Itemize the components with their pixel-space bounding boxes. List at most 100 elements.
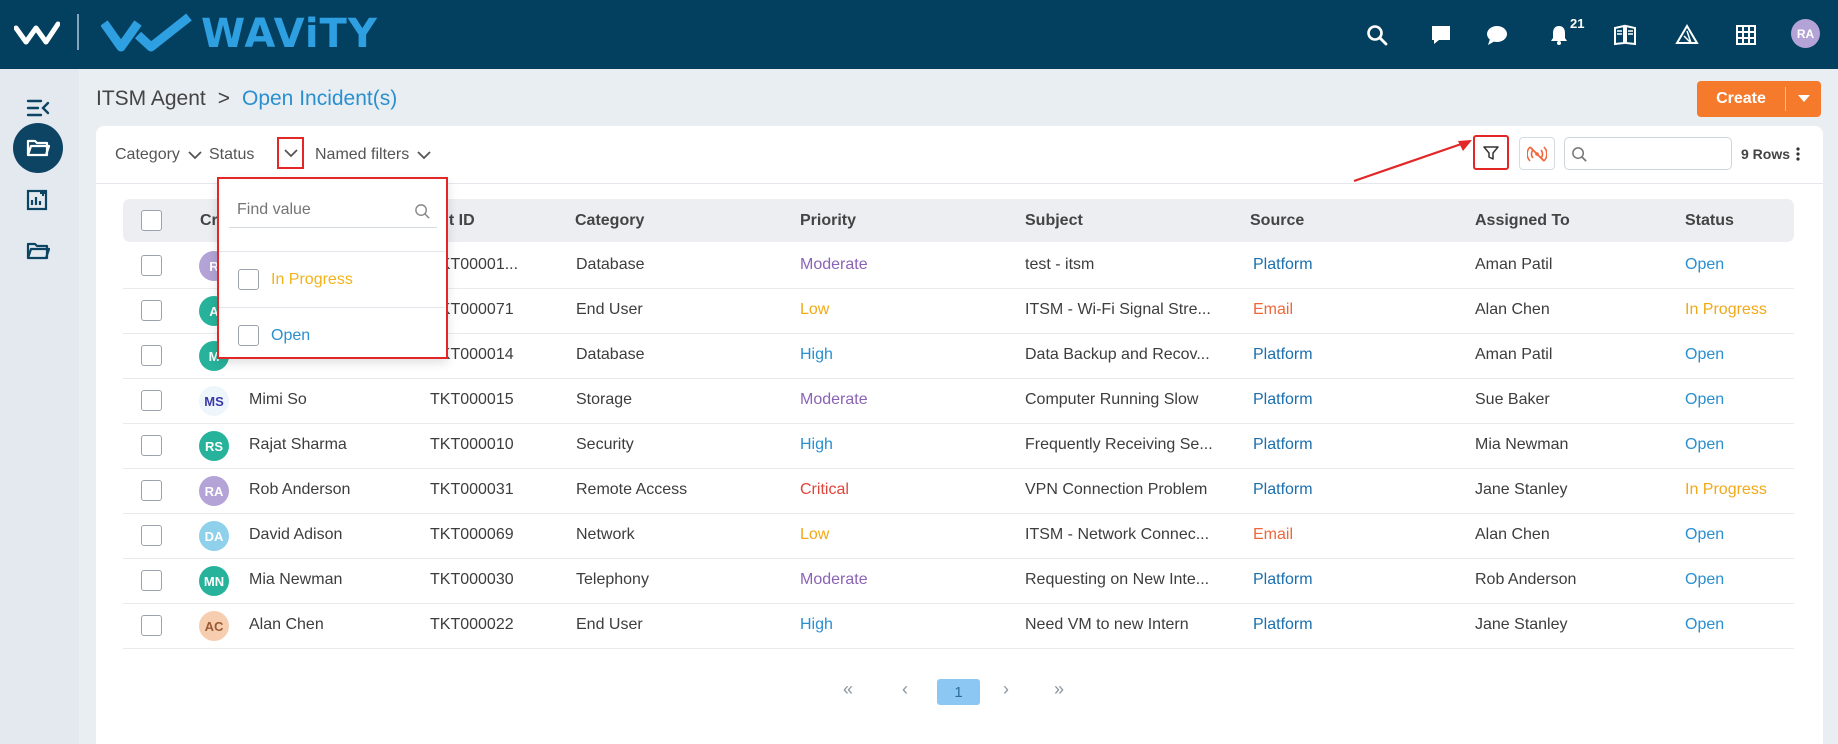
status-option-label[interactable]: In Progress [271,271,353,288]
chevron-down-icon[interactable] [283,148,298,158]
bell-icon[interactable] [1544,20,1574,50]
breadcrumb-root[interactable]: ITSM Agent [96,87,206,110]
subject-cell[interactable]: ITSM - Wi-Fi Signal Stre... [1025,301,1211,318]
source-cell: Email [1253,526,1294,543]
more-options-icon[interactable] [1796,147,1800,161]
feed-off-button[interactable] [1519,137,1555,170]
search-input[interactable] [1564,137,1732,170]
row-checkbox[interactable] [141,390,162,411]
row-checkbox[interactable] [141,255,162,276]
table-row[interactable]: RA Rob Anderson TKT000031 Remote Access Crit… [123,469,1794,514]
chevron-down-icon[interactable] [417,150,431,160]
subject-cell[interactable]: Requesting on New Inte... [1025,571,1210,588]
table-row[interactable]: A TKT000071 End User Low ITSM - Wi-Fi Signal… [123,289,1794,334]
select-all-checkbox[interactable] [141,210,162,231]
find-value-input[interactable] [229,194,409,226]
column-source[interactable]: Source [1250,212,1305,229]
creator-name: David Adison [249,526,343,543]
assigned-to-cell: Rob Anderson [1475,571,1577,588]
app-mini-logo-icon[interactable] [14,20,60,48]
status-option-open[interactable]: Open [219,307,445,363]
row-checkbox[interactable] [141,345,162,366]
row-checkbox[interactable] [141,300,162,321]
category-cell: Database [576,256,645,273]
status-filter-label[interactable]: Status [209,146,255,163]
table-row[interactable]: DA David Adison TKT000069 Network Low ITSM - … [123,514,1794,559]
conversation-icon[interactable] [1482,20,1512,50]
chat-bubble-icon[interactable] [1426,20,1456,50]
table-row[interactable]: AC Alan Chen TKT000022 End User High Need VM … [123,604,1794,649]
subject-cell[interactable]: Need VM to new Intern [1025,616,1189,633]
table-row[interactable]: M TKT000014 Database High Data Backup and Re… [123,334,1794,379]
book-icon[interactable] [1610,20,1640,50]
column-created-by[interactable]: Cr [200,212,218,229]
create-dropdown-caret-icon[interactable] [1786,95,1821,103]
row-checkbox[interactable] [141,525,162,546]
incident-id[interactable]: TKT000015 [430,391,514,408]
table-row[interactable]: MN Mia Newman TKT000030 Telephony Moderate Re… [123,559,1794,604]
status-option-in-progress[interactable]: In Progress [219,251,445,307]
incident-id[interactable]: TKT000014 [430,346,514,363]
named-filters[interactable]: Named filters [315,146,431,164]
create-button-label[interactable]: Create [1716,90,1766,107]
incidents-folder-icon[interactable] [13,123,63,173]
breadcrumb-current[interactable]: Open Incident(s) [241,87,398,110]
chevron-down-icon[interactable] [188,150,202,160]
category-filter-label[interactable]: Category [115,146,180,163]
incident-id[interactable]: TKT00001... [430,256,519,273]
pyramid-icon[interactable] [1672,20,1702,50]
apps-grid-icon[interactable] [1731,20,1761,50]
last-page-button[interactable]: » [1054,679,1065,699]
incident-id[interactable]: TKT000069 [430,526,514,543]
subject-cell[interactable]: Frequently Receiving Se... [1025,436,1213,453]
top-bar: WAViTY 21 RA [0,0,1838,69]
current-page[interactable]: 1 [937,679,980,705]
status-option-label[interactable]: Open [271,327,311,344]
column-priority[interactable]: Priority [800,212,857,229]
incident-id[interactable]: TKT000010 [430,436,514,453]
row-checkbox[interactable] [141,615,162,636]
create-button[interactable]: Create [1697,81,1821,117]
column-status[interactable]: Status [1685,212,1734,229]
incident-id[interactable]: TKT000071 [430,301,514,318]
user-avatar[interactable]: RA [1791,19,1820,48]
status-option-checkbox[interactable] [238,269,259,290]
folder-open-icon[interactable] [13,226,63,276]
next-page-button[interactable]: › [1003,679,1009,699]
row-checkbox[interactable] [141,480,162,501]
named-filters-label[interactable]: Named filters [315,146,410,163]
filter-funnel-icon[interactable] [1483,145,1499,161]
column-assigned-to[interactable]: Assigned To [1475,212,1570,229]
subject-cell[interactable]: Data Backup and Recov... [1025,346,1210,363]
subject-cell[interactable]: ITSM - Network Connec... [1025,526,1210,543]
table-row[interactable]: MS Mimi So TKT000015 Storage Moderate Compute… [123,379,1794,424]
search-icon[interactable] [1362,20,1392,50]
feed-off-icon[interactable] [1527,144,1547,164]
find-value-field[interactable] [229,194,437,228]
incident-id[interactable]: TKT000022 [430,616,514,633]
row-checkbox[interactable] [141,435,162,456]
collapse-menu-icon[interactable] [13,83,63,133]
table-row[interactable]: RS Rajat Sharma TKT000010 Security High Frequ… [123,424,1794,469]
subject-cell[interactable]: test - itsm [1025,256,1095,273]
column-subject[interactable]: Subject [1025,212,1083,229]
reports-icon[interactable] [13,175,63,225]
status-option-checkbox[interactable] [238,325,259,346]
category-filter[interactable]: Category [115,146,202,164]
brand-logo: WAViTY [101,9,378,59]
status-filter-caret[interactable] [277,137,304,169]
prev-page-button[interactable]: ‹ [902,679,908,699]
status-filter[interactable]: Status [209,146,254,164]
row-checkbox[interactable] [141,570,162,591]
filter-button[interactable] [1473,135,1509,170]
status-cell: Open [1685,616,1725,633]
creator-avatar: DA [199,521,229,551]
first-page-button[interactable]: « [843,679,854,699]
incident-id[interactable]: TKT000031 [430,481,514,498]
subject-cell[interactable]: VPN Connection Problem [1025,481,1208,498]
table-row[interactable]: R TKT00001... Database Moderate test - itsm P… [123,244,1794,289]
source-cell: Platform [1253,391,1313,408]
subject-cell[interactable]: Computer Running Slow [1025,391,1199,408]
column-category[interactable]: Category [575,212,645,229]
incident-id[interactable]: TKT000030 [430,571,514,588]
